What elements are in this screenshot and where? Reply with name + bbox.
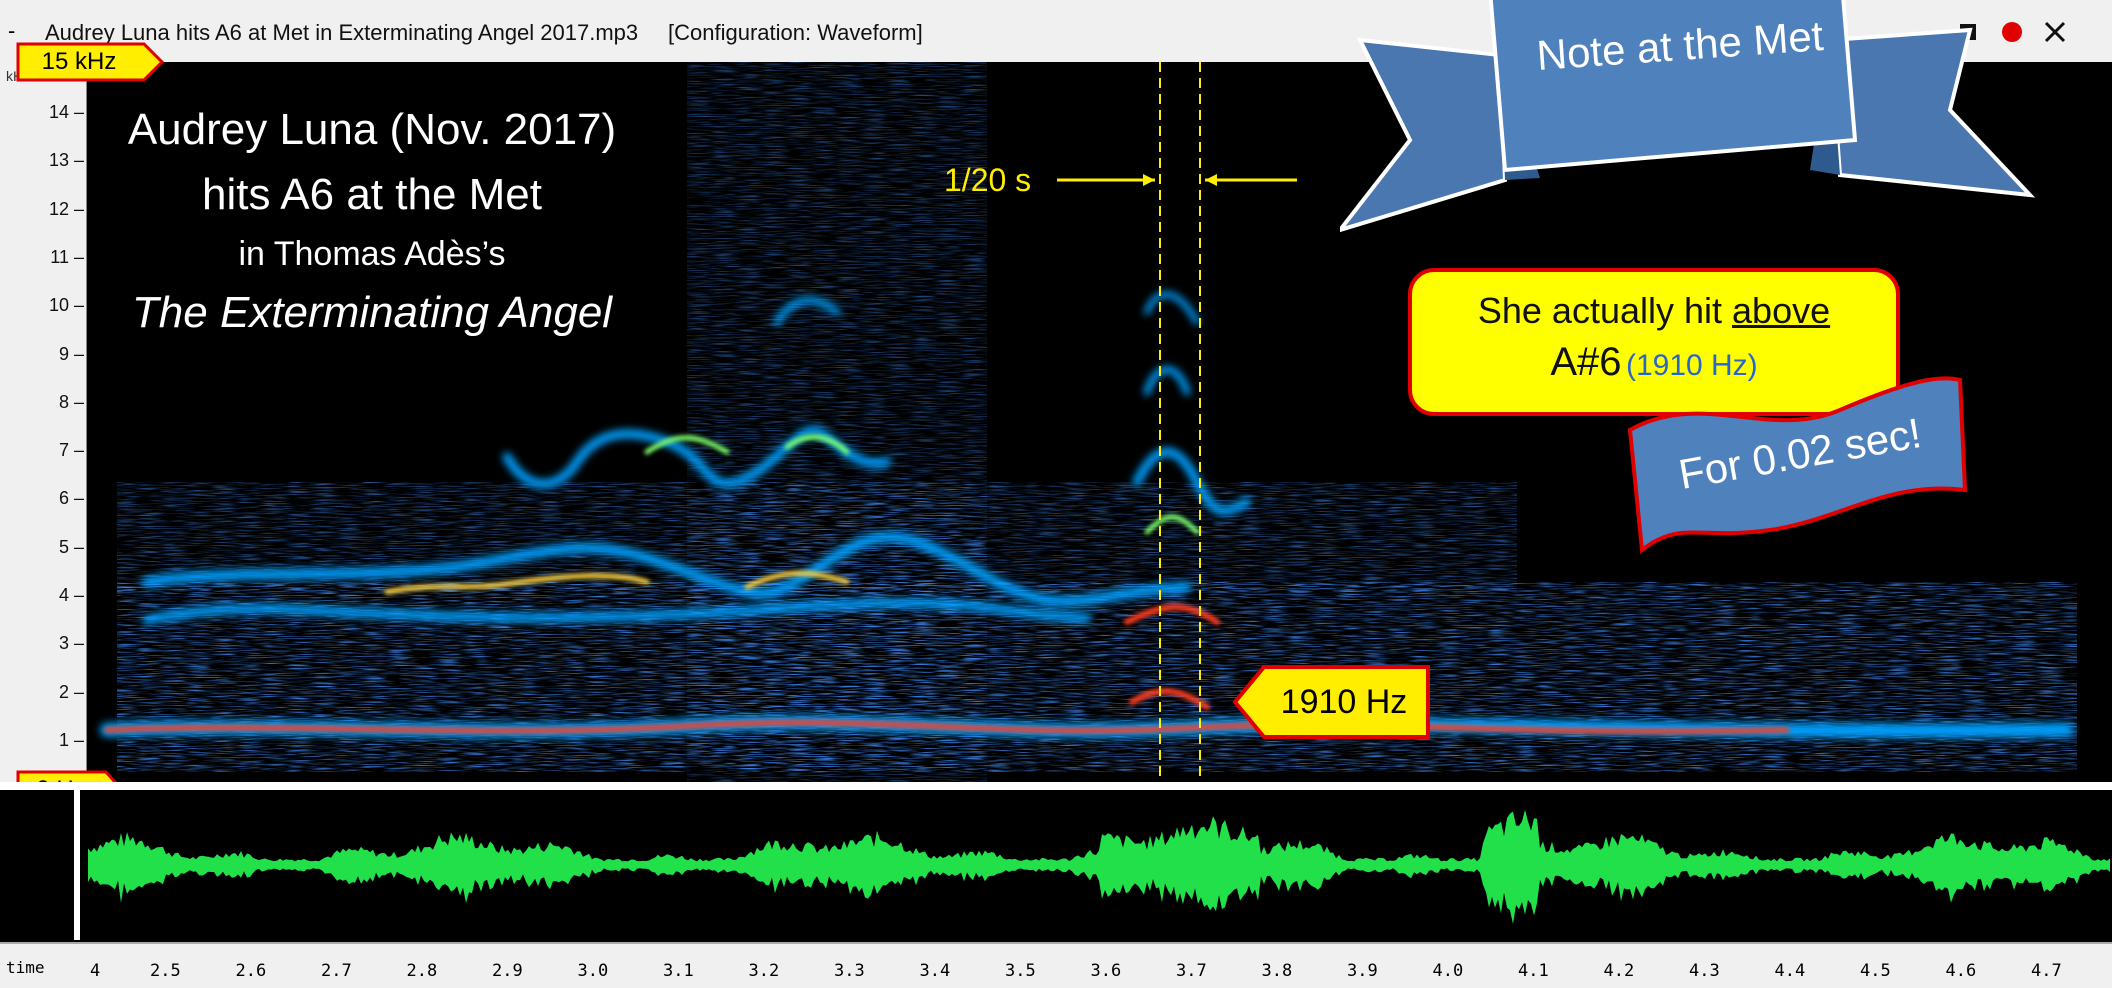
- time-tick: 4.5: [1860, 961, 1891, 981]
- overlay-line-2: hits A6 at the Met: [92, 170, 652, 220]
- frequency-tick: 7 –: [38, 440, 84, 461]
- frequency-tick: 10 –: [38, 295, 84, 316]
- time-tick: 4.0: [1433, 961, 1464, 981]
- frequency-tick: 1 –: [38, 730, 84, 751]
- time-tick: 3.6: [1091, 961, 1122, 981]
- frequency-tick: 2 –: [38, 682, 84, 703]
- time-tick: 3.3: [834, 961, 865, 981]
- configuration-label: [Configuration: Waveform]: [668, 20, 923, 46]
- overlay-line-3: in Thomas Adès’s: [92, 235, 652, 274]
- time-tick: 3.2: [749, 961, 780, 981]
- time-tick: 3.1: [663, 961, 694, 981]
- waveform[interactable]: [0, 790, 2112, 940]
- time-tick: 2.9: [492, 961, 523, 981]
- time-tick: 4.4: [1775, 961, 1806, 981]
- time-tick: 3.5: [1005, 961, 1036, 981]
- close-icon[interactable]: [2046, 23, 2064, 41]
- frequency-tick: 11 –: [38, 247, 84, 268]
- time-tick: 4.3: [1689, 961, 1720, 981]
- frequency-tick: 8 –: [38, 392, 84, 413]
- time-tick: 3.0: [578, 961, 609, 981]
- time-tick: 4: [90, 961, 100, 981]
- interval-label: 1/20 s: [944, 162, 1031, 199]
- time-tick: 4.6: [1946, 961, 1977, 981]
- callout-underlined: above: [1732, 290, 1830, 331]
- top-frequency-marker: 15 kHz: [16, 42, 142, 82]
- callout-note: A#6: [1550, 340, 1621, 384]
- frequency-tick: 9 –: [38, 344, 84, 365]
- frequency-tick: 14 –: [38, 102, 84, 123]
- time-tick: 3.7: [1176, 961, 1207, 981]
- time-tick: 2.5: [150, 961, 181, 981]
- time-tick: 2.6: [236, 961, 267, 981]
- frequency-tick: 4 –: [38, 585, 84, 606]
- panel-divider[interactable]: [0, 782, 2112, 790]
- frequency-tag: 1910 Hz: [1262, 664, 1426, 740]
- time-tick: 3.8: [1262, 961, 1293, 981]
- time-axis-label: time: [6, 958, 45, 977]
- frequency-tick: 3 –: [38, 633, 84, 654]
- time-tick: 4.2: [1604, 961, 1635, 981]
- callout-prefix: She actually hit: [1478, 290, 1732, 331]
- overlay-line-4: The Exterminating Angel: [92, 288, 652, 338]
- overlay-line-1: Audrey Luna (Nov. 2017): [92, 105, 652, 155]
- frequency-tick: 6 –: [38, 488, 84, 509]
- time-tick: 2.7: [321, 961, 352, 981]
- time-tick: 4.7: [2031, 961, 2062, 981]
- time-tick: 3.4: [920, 961, 951, 981]
- frequency-tick: 12 –: [38, 199, 84, 220]
- waveform-gutter: [0, 790, 80, 940]
- time-tick: 4.1: [1518, 961, 1549, 981]
- frequency-tick: 5 –: [38, 537, 84, 558]
- frequency-tick: 13 –: [38, 150, 84, 171]
- frequency-axis: kHz 14 –13 –12 –11 –10 –9 –8 –7 –6 –5 –4…: [0, 62, 87, 782]
- time-axis: time 4 2.5 2.6 2.7 2.8 2.9 3.0 3.1 3.2 3.3 3.4 3.5 3…: [0, 942, 2112, 988]
- time-tick: 2.8: [407, 961, 438, 981]
- window-menu-dash[interactable]: -: [8, 18, 15, 44]
- time-tick: 3.9: [1347, 961, 1378, 981]
